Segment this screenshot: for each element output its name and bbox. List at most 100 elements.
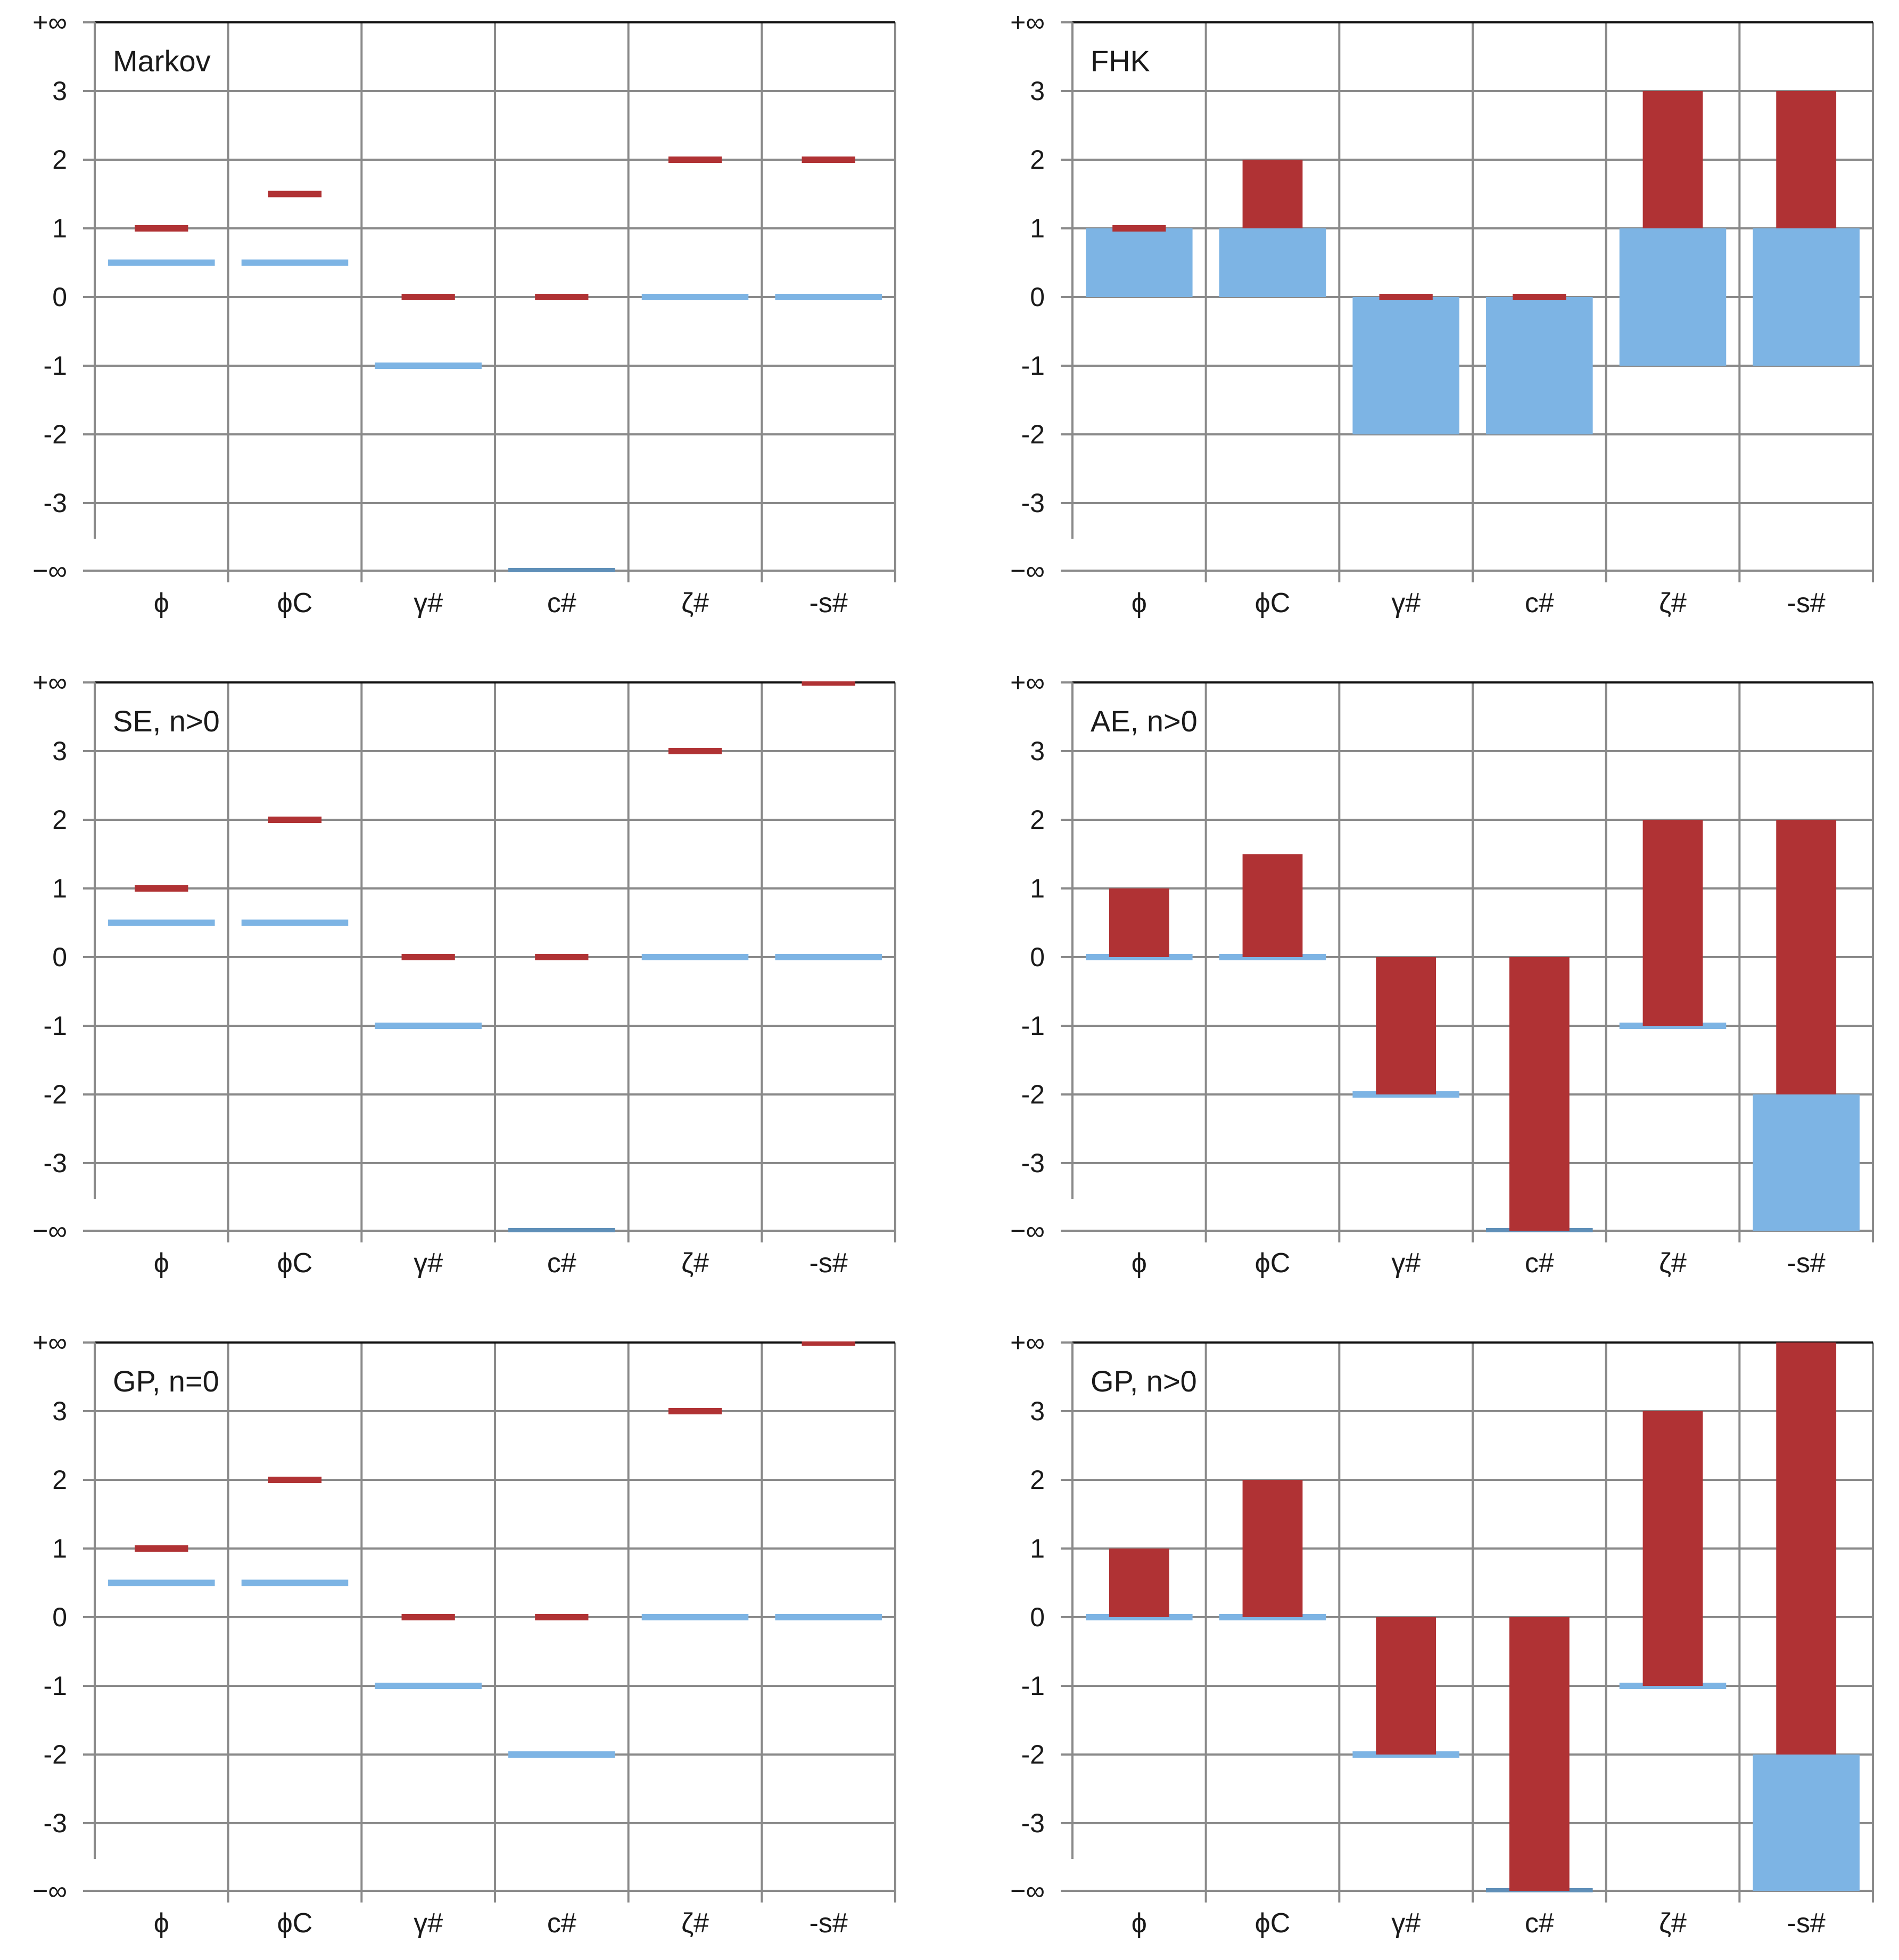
- y-tick-label: 1: [1030, 213, 1045, 243]
- category-label: c#: [1525, 588, 1554, 619]
- panel-title: SE, n>0: [113, 704, 220, 738]
- lower-bound-bar: [1352, 297, 1459, 434]
- upper-bound-mark: [535, 1614, 589, 1620]
- y-tick-label: -3: [44, 1808, 67, 1838]
- upper-bound-mark: [135, 885, 188, 892]
- category-label: ϕC: [277, 1908, 313, 1939]
- upper-bound-mark: [668, 1408, 722, 1414]
- chart-panel: +∞ 3 2 1 0 -1 -2 -3 −∞ ϕ ϕC γ# c# ζ# -s# GP, n=0: [32, 1328, 896, 1939]
- y-tick-label: 1: [52, 874, 67, 903]
- category-label: ϕC: [1255, 588, 1291, 619]
- y-tick-label: −∞: [1010, 1876, 1045, 1906]
- y-tick-label: -1: [1021, 351, 1045, 381]
- lower-bound-mark: [508, 568, 615, 572]
- upper-bound-mark: [135, 225, 188, 232]
- category-label: ϕ: [154, 1248, 169, 1279]
- category-label: ϕ: [1132, 588, 1147, 619]
- upper-bound-mark: [668, 748, 722, 754]
- y-tick-label: 1: [52, 1534, 67, 1563]
- category-label: -s#: [1787, 588, 1826, 619]
- y-tick-label: -1: [44, 1671, 67, 1701]
- lower-bound-mark: [641, 954, 749, 960]
- lower-bound-mark: [375, 1683, 482, 1689]
- category-label: γ#: [414, 1908, 443, 1939]
- lower-bound-mark: [775, 954, 882, 960]
- y-tick-label: +∞: [1010, 1328, 1045, 1357]
- upper-bound-bar: [1642, 1411, 1703, 1686]
- upper-bound-bar: [1642, 91, 1703, 228]
- upper-bound-mark: [1513, 294, 1566, 300]
- y-tick-label: +∞: [1010, 668, 1045, 697]
- category-label: γ#: [414, 1248, 443, 1279]
- panel-title: FHK: [1091, 44, 1150, 78]
- category-label: -s#: [1787, 1248, 1826, 1279]
- category-label: ζ#: [1659, 1248, 1687, 1279]
- y-tick-label: 2: [52, 145, 67, 175]
- y-tick-label: 3: [52, 76, 67, 106]
- chart-panel: +∞ 3 2 1 0 -1 -2 -3 −∞ ϕ ϕC γ# c# ζ# -s# AE, n>0: [1010, 668, 1874, 1279]
- category-label: -s#: [810, 1248, 848, 1279]
- y-tick-label: 0: [1030, 282, 1045, 312]
- lower-bound-mark: [375, 1023, 482, 1029]
- y-tick-label: 2: [52, 1465, 67, 1495]
- y-tick-label: −∞: [1010, 1216, 1045, 1246]
- upper-bound-bar: [1776, 1343, 1837, 1755]
- y-tick-label: 3: [1030, 736, 1045, 766]
- y-tick-label: 0: [52, 942, 67, 972]
- lower-bound-bar: [1486, 297, 1593, 434]
- y-tick-label: -2: [44, 419, 67, 449]
- y-tick-label: 1: [1030, 874, 1045, 903]
- category-label: ϕC: [277, 588, 313, 619]
- y-tick-label: -2: [44, 1080, 67, 1109]
- upper-bound-mark: [668, 157, 722, 163]
- lower-bound-mark: [241, 259, 349, 266]
- upper-bound-mark: [401, 954, 455, 960]
- lower-bound-bar: [1753, 1755, 1860, 1891]
- category-label: ζ#: [681, 1908, 709, 1939]
- y-tick-label: -2: [44, 1740, 67, 1769]
- upper-bound-bar: [1642, 820, 1703, 1026]
- category-label: ϕC: [1255, 1248, 1291, 1279]
- lower-bound-bar: [1753, 228, 1860, 366]
- y-tick-label: 2: [1030, 805, 1045, 835]
- category-label: ζ#: [681, 1248, 709, 1279]
- upper-bound-mark: [268, 817, 322, 823]
- lower-bound-mark: [241, 1579, 349, 1586]
- upper-bound-bar: [1376, 1617, 1436, 1755]
- category-label: -s#: [1787, 1908, 1826, 1939]
- lower-bound-mark: [775, 1614, 882, 1620]
- lower-bound-mark: [508, 1751, 615, 1758]
- upper-bound-mark: [1112, 225, 1166, 232]
- y-tick-label: −∞: [32, 556, 67, 586]
- y-tick-label: 3: [52, 1396, 67, 1426]
- lower-bound-mark: [641, 1614, 749, 1620]
- y-tick-label: -3: [1021, 488, 1045, 518]
- upper-bound-bar: [1509, 957, 1570, 1231]
- upper-bound-mark: [535, 294, 589, 300]
- y-tick-label: -3: [1021, 1148, 1045, 1178]
- upper-bound-bar: [1776, 91, 1837, 228]
- y-tick-label: 2: [52, 805, 67, 835]
- category-label: ϕC: [277, 1248, 313, 1279]
- upper-bound-mark: [135, 1545, 188, 1552]
- category-label: γ#: [1391, 1248, 1421, 1279]
- lower-bound-mark: [375, 363, 482, 369]
- y-tick-label: -1: [44, 351, 67, 381]
- y-tick-label: 0: [1030, 1602, 1045, 1632]
- y-tick-label: +∞: [32, 7, 67, 37]
- panel-title: GP, n>0: [1091, 1364, 1197, 1398]
- y-tick-label: 3: [1030, 76, 1045, 106]
- upper-bound-mark: [268, 191, 322, 197]
- y-tick-label: +∞: [32, 668, 67, 697]
- chart-panel: +∞ 3 2 1 0 -1 -2 -3 −∞ ϕ ϕC γ# c# ζ# -s# FHK: [1010, 7, 1874, 619]
- y-tick-label: -1: [1021, 1671, 1045, 1701]
- y-tick-label: -2: [1021, 1080, 1045, 1109]
- y-tick-label: -1: [1021, 1011, 1045, 1041]
- category-label: ζ#: [1659, 588, 1687, 619]
- category-label: c#: [547, 588, 576, 619]
- upper-bound-mark: [268, 1477, 322, 1483]
- upper-bound-mark: [401, 1614, 455, 1620]
- lower-bound-mark: [241, 919, 349, 926]
- y-tick-label: 2: [1030, 1465, 1045, 1495]
- y-tick-label: 3: [52, 736, 67, 766]
